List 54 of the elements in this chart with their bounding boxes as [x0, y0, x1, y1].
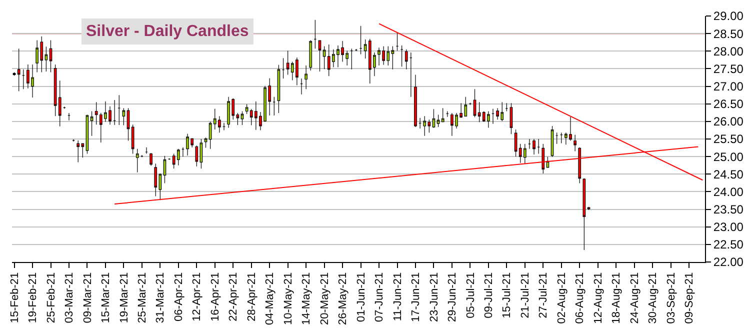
- x-tick-label: 16-Apr-21: [209, 272, 222, 322]
- x-tick-label: 17-Jun-21: [410, 272, 422, 322]
- y-tick-label: 24.50: [713, 167, 744, 182]
- x-tick-label: 29-Jun-21: [446, 272, 459, 322]
- x-tick-label: 06-Apr-21: [172, 272, 185, 322]
- x-tick-label: 28-Apr-21: [246, 272, 258, 322]
- x-tick-label: 15-Feb-21: [8, 272, 21, 324]
- y-tick-label: 24.00: [713, 184, 744, 199]
- y-tick-label: 26.50: [713, 97, 744, 112]
- x-tick-label: 30-Aug-21: [647, 272, 660, 324]
- y-tick-label: 23.50: [713, 202, 744, 216]
- y-tick-label: 25.00: [713, 150, 744, 164]
- x-tick-label: 19-Mar-21: [118, 272, 130, 324]
- x-tick-label: 24-Aug-21: [628, 272, 641, 324]
- x-tick-label: 15-Jul-21: [501, 272, 514, 318]
- x-tick-label: 09-Sep-21: [684, 272, 696, 324]
- y-tick-label: 26.00: [713, 114, 744, 129]
- x-tick-label: 25-Mar-21: [136, 272, 149, 324]
- x-tick-label: 11-Jun-21: [392, 272, 404, 322]
- y-tick-label: 29.00: [713, 9, 744, 24]
- x-tick-label: 25-Feb-21: [45, 272, 58, 324]
- x-tick-label: 07-Jun-21: [374, 272, 386, 322]
- x-tick-label: 19-Feb-21: [27, 272, 40, 324]
- x-tick-label: 05-Jul-21: [464, 272, 477, 318]
- x-tick-label: 22-Apr-21: [228, 272, 240, 322]
- x-tick-label: 31-Mar-21: [154, 272, 167, 324]
- x-tick-label: 15-Mar-21: [100, 272, 112, 324]
- x-tick-label: 23-Jun-21: [428, 272, 440, 322]
- x-tick-label: 06-Aug-21: [574, 272, 586, 324]
- x-tick-label: 09-Jul-21: [483, 272, 496, 318]
- y-tick-label: 23.00: [713, 220, 744, 234]
- x-tick-label: 09-Mar-21: [82, 272, 94, 324]
- x-tick-label: 03-Sep-21: [665, 272, 678, 324]
- x-tick-label: 26-May-21: [337, 272, 350, 325]
- y-tick-label: 22.00: [713, 255, 744, 270]
- chart-title: Silver - Daily Candles: [86, 23, 249, 40]
- x-tick-label: 18-Aug-21: [610, 272, 623, 324]
- y-tick-label: 25.50: [713, 132, 744, 146]
- x-tick-label: 12-Aug-21: [592, 272, 604, 324]
- x-tick-label: 10-May-21: [282, 272, 294, 325]
- x-tick-label: 12-Apr-21: [191, 272, 204, 322]
- y-tick-label: 28.00: [713, 44, 744, 58]
- x-tick-label: 02-Aug-21: [556, 272, 568, 324]
- x-tick-label: 20-May-21: [318, 272, 331, 325]
- y-tick-label: 22.50: [713, 238, 744, 252]
- y-tick-label: 28.50: [713, 26, 744, 41]
- x-tick-label: 21-Jul-21: [519, 272, 532, 318]
- y-tick-label: 27.00: [713, 79, 744, 94]
- y-tick-label: 27.50: [713, 62, 744, 76]
- x-tick-label: 03-Mar-21: [64, 272, 76, 324]
- x-tick-label: 14-May-21: [300, 272, 313, 325]
- x-tick-label: 27-Jul-21: [538, 272, 550, 318]
- x-tick-label: 01-Jun-21: [355, 272, 368, 322]
- x-tick-label: 04-May-21: [264, 272, 276, 325]
